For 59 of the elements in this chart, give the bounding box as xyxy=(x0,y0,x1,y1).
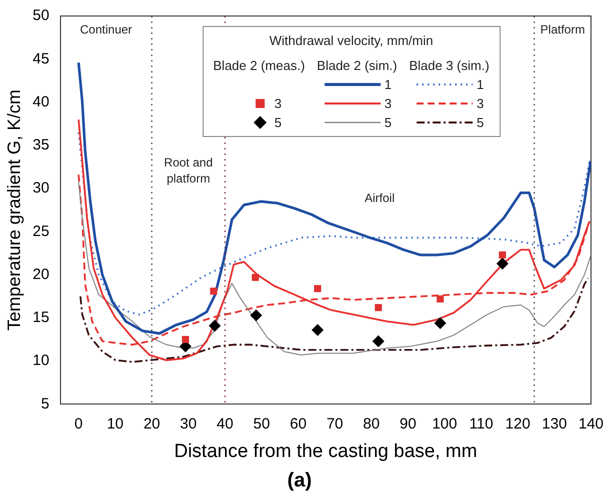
annotation: Root and platform xyxy=(164,156,213,186)
point xyxy=(312,324,324,336)
x-tick-label: 0 xyxy=(74,415,83,432)
legend-label: 3 xyxy=(476,96,484,111)
x-axis-title: Distance from the casting base, mm xyxy=(174,440,478,462)
x-tick-label: 90 xyxy=(400,415,416,432)
point xyxy=(372,335,384,348)
x-tick-label: 60 xyxy=(290,415,307,432)
x-tick-label: 50 xyxy=(253,415,270,432)
x-tick-label: 70 xyxy=(326,415,344,432)
x-tick-label: 140 xyxy=(578,415,604,432)
x-tick-label: 40 xyxy=(216,415,234,432)
legend-label: 5 xyxy=(476,115,484,130)
x-tick-label: 30 xyxy=(180,415,197,432)
y-tick-label: 45 xyxy=(32,50,50,68)
point xyxy=(436,295,444,302)
y-axis-title: Temperature gradient G, K/cm xyxy=(4,90,24,331)
x-tick-label: 80 xyxy=(363,415,380,432)
point xyxy=(210,288,218,295)
legend-label: 3 xyxy=(274,96,282,111)
x-tick-label: 100 xyxy=(432,415,458,432)
x-tick-label: 120 xyxy=(505,415,530,432)
point xyxy=(434,317,446,330)
point xyxy=(496,258,508,270)
y-tick-label: 50 xyxy=(32,7,50,24)
point xyxy=(208,320,221,332)
y-tick-label: 10 xyxy=(32,352,50,370)
y-tick-label: 35 xyxy=(32,136,50,154)
legend-label: 1 xyxy=(476,77,484,92)
y-tick-label: 20 xyxy=(32,266,50,283)
point xyxy=(374,304,382,312)
annotation: Blade 2 (meas.) xyxy=(213,58,305,73)
line-series xyxy=(78,132,590,316)
annotation: Continuer xyxy=(80,22,132,36)
point xyxy=(250,309,262,322)
y-tick-label: 40 xyxy=(32,93,50,110)
legend-label: 5 xyxy=(384,115,392,130)
x-tick-label: 20 xyxy=(143,415,160,432)
legend-label: 3 xyxy=(384,96,392,111)
y-tick-label: 30 xyxy=(32,180,50,197)
point xyxy=(314,285,322,292)
legend-label: 5 xyxy=(274,115,282,130)
x-tick-label: 10 xyxy=(106,415,124,432)
point xyxy=(182,336,189,344)
point xyxy=(252,274,259,281)
annotation: Airfoil xyxy=(364,190,395,205)
y-tick-label: 15 xyxy=(32,309,50,326)
legend-label: 1 xyxy=(384,77,392,92)
text: (a) xyxy=(287,470,312,492)
x-tick-label: 110 xyxy=(469,415,494,432)
line-series xyxy=(80,277,589,363)
annotation: Blade 3 (sim.) xyxy=(409,58,490,73)
annotation: Blade 2 (sim.) xyxy=(316,58,398,73)
legend-title: Withdrawal velocity, mm/min xyxy=(268,33,434,48)
y-tick-label: 25 xyxy=(32,222,50,240)
annotation: Platform xyxy=(540,22,585,36)
point xyxy=(498,251,506,258)
y-tick-label: 5 xyxy=(40,395,50,412)
x-tick-label: 130 xyxy=(542,415,567,432)
